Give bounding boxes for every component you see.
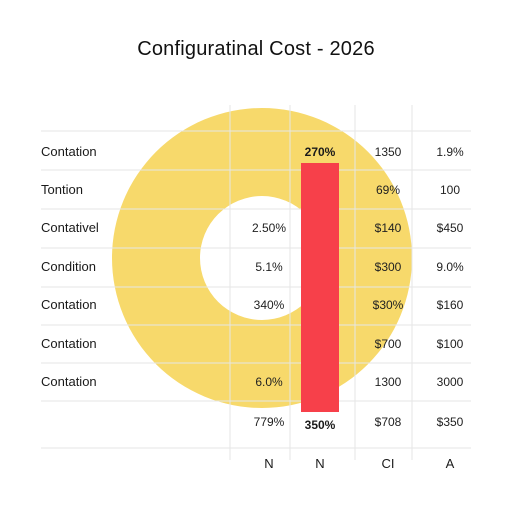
table-cell: $300 bbox=[375, 260, 402, 274]
row-label: Contation bbox=[41, 374, 97, 389]
table-cell: 9.0% bbox=[436, 260, 464, 274]
table-cell: 1300 bbox=[375, 375, 402, 389]
table-cell: 6.0% bbox=[255, 375, 283, 389]
table-cell: 340% bbox=[254, 298, 285, 312]
table-cell: 1.9% bbox=[436, 145, 464, 159]
table-cell: 5.1% bbox=[255, 260, 283, 274]
chart-title: Configuratinal Cost - 2026 bbox=[137, 38, 375, 60]
bar-bottom-label: 350% bbox=[305, 418, 336, 432]
table-cell: 69% bbox=[376, 183, 400, 197]
row-label: Contation bbox=[41, 144, 97, 159]
table-cell: 2.50% bbox=[252, 221, 286, 235]
column-header: CI bbox=[382, 456, 395, 471]
row-label: Contation bbox=[41, 336, 97, 351]
table-cell: 3000 bbox=[437, 375, 464, 389]
table-cell: 1350 bbox=[375, 145, 402, 159]
column-header: N bbox=[264, 456, 273, 471]
table-cell: $30% bbox=[373, 298, 404, 312]
table-cell: $160 bbox=[437, 298, 464, 312]
bar-top-label: 270% bbox=[305, 145, 336, 159]
table-cell: $100 bbox=[437, 337, 464, 351]
table-cell: $708 bbox=[375, 415, 402, 429]
bar-mark bbox=[301, 163, 339, 412]
row-label: Contativel bbox=[41, 220, 99, 235]
table-cell: $140 bbox=[375, 221, 402, 235]
table-cell: $700 bbox=[375, 337, 402, 351]
column-header: N bbox=[315, 456, 324, 471]
row-label: Tontion bbox=[41, 182, 83, 197]
table-cell: 779% bbox=[254, 415, 285, 429]
column-header: A bbox=[446, 456, 455, 471]
table-cell: $450 bbox=[437, 221, 464, 235]
row-label: Contation bbox=[41, 297, 97, 312]
table-cell: $350 bbox=[437, 415, 464, 429]
row-label: Condition bbox=[41, 259, 96, 274]
table-cell: 100 bbox=[440, 183, 460, 197]
